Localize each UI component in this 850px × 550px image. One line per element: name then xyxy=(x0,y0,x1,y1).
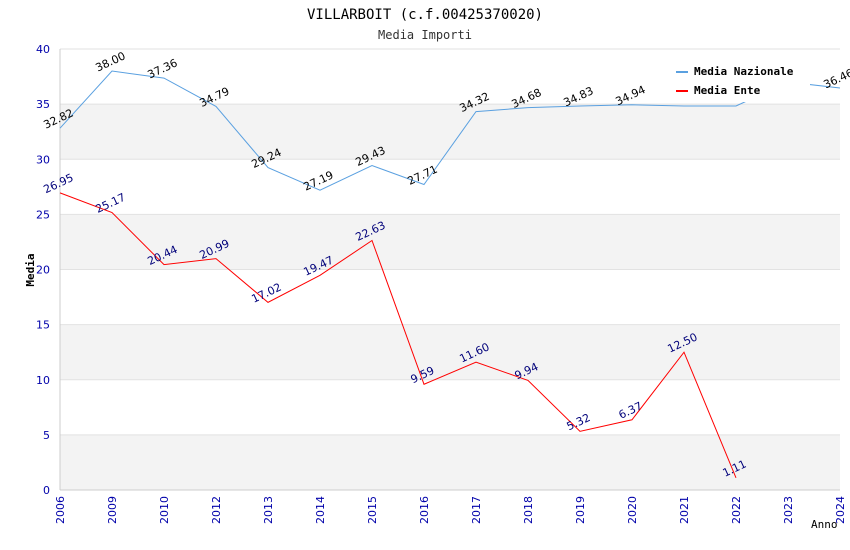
grid-band xyxy=(60,324,840,380)
grid-band xyxy=(60,379,840,435)
grid-band xyxy=(60,269,840,325)
y-axis-ticks: 0 5 10 15 20 25 30 35 40 xyxy=(36,43,50,497)
x-tick-label: 2015 xyxy=(366,496,379,524)
y-tick-label: 15 xyxy=(36,319,50,332)
x-tick-label: 2009 xyxy=(106,496,119,524)
y-tick-label: 30 xyxy=(36,153,50,166)
legend-label-media-nazionale: Media Nazionale xyxy=(694,65,794,78)
y-tick-label: 5 xyxy=(43,429,50,442)
x-tick-label: 2023 xyxy=(782,496,795,524)
x-tick-label: 2010 xyxy=(158,496,171,524)
x-tick-label: 2022 xyxy=(730,496,743,524)
x-tick-label: 2024 xyxy=(834,496,847,524)
y-axis-label: Media xyxy=(24,253,37,286)
x-axis-ticks: 2006 2009 2010 2012 2013 2014 2015 2016 2017 2018… xyxy=(54,496,847,524)
x-tick-label: 2006 xyxy=(54,496,67,524)
x-tick-label: 2013 xyxy=(262,496,275,524)
x-tick-label: 2021 xyxy=(678,496,691,524)
x-tick-label: 2017 xyxy=(470,496,483,524)
y-tick-label: 25 xyxy=(36,208,50,221)
x-tick-label: 2012 xyxy=(210,496,223,524)
x-tick-label: 2016 xyxy=(418,496,431,524)
chart-title: VILLARBOIT (c.f.00425370020) xyxy=(307,7,543,23)
series-line-media-ente xyxy=(59,192,737,478)
grid-bands xyxy=(59,48,840,491)
x-tick-label: 2019 xyxy=(574,496,587,524)
x-tick-label: 2014 xyxy=(314,496,327,524)
y-tick-label: 0 xyxy=(43,484,50,497)
y-tick-label: 20 xyxy=(36,264,50,277)
grid-band xyxy=(60,434,840,490)
grid-band xyxy=(60,104,840,160)
y-tick-label: 10 xyxy=(36,374,50,387)
legend-box xyxy=(670,60,810,102)
legend-label-media-ente: Media Ente xyxy=(694,84,761,97)
x-axis-label: Anno xyxy=(811,518,838,531)
y-tick-label: 40 xyxy=(36,43,50,56)
x-tick-label: 2018 xyxy=(522,496,535,524)
series-line-media-nazionale xyxy=(59,70,841,191)
legend: Media Nazionale Media Ente xyxy=(670,60,810,102)
series-lines xyxy=(59,70,841,478)
grid-band xyxy=(60,159,840,215)
y-tick-label: 35 xyxy=(36,98,50,111)
x-tick-label: 2020 xyxy=(626,496,639,524)
chart-subtitle: Media Importi xyxy=(378,28,472,42)
grid-band xyxy=(60,214,840,270)
